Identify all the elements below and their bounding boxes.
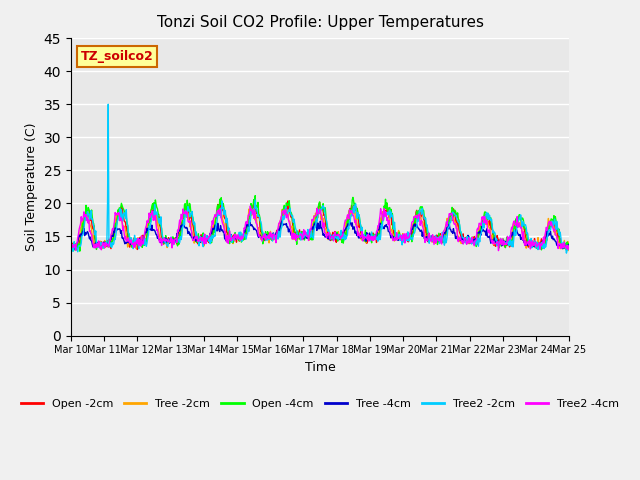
Open -2cm xyxy=(563,247,570,253)
Open -2cm xyxy=(284,198,292,204)
Open -2cm xyxy=(178,221,186,227)
Tree -2cm xyxy=(317,205,324,211)
Tree2 -4cm xyxy=(381,214,388,219)
Tree2 -4cm xyxy=(76,224,84,229)
Line: Tree -4cm: Tree -4cm xyxy=(71,221,569,250)
Y-axis label: Soil Temperature (C): Soil Temperature (C) xyxy=(25,122,38,251)
Tree2 -2cm xyxy=(563,250,570,256)
Tree -2cm xyxy=(178,213,186,219)
Tree2 -2cm xyxy=(67,242,75,248)
Open -2cm xyxy=(565,240,573,246)
Open -2cm xyxy=(127,240,135,245)
Open -4cm xyxy=(77,238,84,243)
Tree2 -2cm xyxy=(128,237,136,242)
Open -4cm xyxy=(128,244,136,250)
Open -2cm xyxy=(76,240,84,245)
Tree2 -4cm xyxy=(495,248,502,253)
Tree2 -4cm xyxy=(178,212,186,217)
Open -2cm xyxy=(396,230,403,236)
Tree -4cm xyxy=(205,235,212,240)
Tree -4cm xyxy=(179,221,186,227)
Open -4cm xyxy=(565,245,573,251)
Tree -4cm xyxy=(67,245,75,251)
Tree2 -4cm xyxy=(396,236,403,241)
Tree -4cm xyxy=(77,232,84,238)
Line: Open -2cm: Open -2cm xyxy=(71,201,569,250)
Tree -4cm xyxy=(565,244,573,250)
Tree -2cm xyxy=(76,232,84,238)
Tree2 -4cm xyxy=(246,203,254,209)
Line: Open -4cm: Open -4cm xyxy=(71,196,569,251)
Tree -2cm xyxy=(67,241,75,247)
X-axis label: Time: Time xyxy=(305,361,335,374)
Tree2 -2cm xyxy=(396,232,403,238)
Tree2 -2cm xyxy=(565,244,573,250)
Tree2 -4cm xyxy=(204,236,212,242)
Tree -2cm xyxy=(381,209,388,215)
Tree -4cm xyxy=(72,247,79,252)
Tree2 -2cm xyxy=(179,226,186,231)
Open -4cm xyxy=(396,235,404,240)
Open -2cm xyxy=(381,208,388,214)
Tree -4cm xyxy=(396,234,404,240)
Tree2 -2cm xyxy=(104,101,112,107)
Open -4cm xyxy=(67,243,75,249)
Tree -2cm xyxy=(204,234,212,240)
Tree -4cm xyxy=(381,224,389,229)
Open -2cm xyxy=(204,238,212,243)
Open -2cm xyxy=(67,243,75,249)
Tree2 -2cm xyxy=(381,210,388,216)
Tree -4cm xyxy=(317,218,324,224)
Open -4cm xyxy=(381,196,389,202)
Open -4cm xyxy=(205,238,212,243)
Tree -2cm xyxy=(565,248,573,253)
Line: Tree2 -4cm: Tree2 -4cm xyxy=(71,206,569,251)
Legend: Open -2cm, Tree -2cm, Open -4cm, Tree -4cm, Tree2 -2cm, Tree2 -4cm: Open -2cm, Tree -2cm, Open -4cm, Tree -4… xyxy=(16,395,624,414)
Tree2 -4cm xyxy=(67,245,75,251)
Tree -2cm xyxy=(396,233,403,239)
Tree2 -2cm xyxy=(76,243,84,249)
Line: Tree2 -2cm: Tree2 -2cm xyxy=(71,104,569,253)
Title: Tonzi Soil CO2 Profile: Upper Temperatures: Tonzi Soil CO2 Profile: Upper Temperatur… xyxy=(157,15,483,30)
Open -4cm xyxy=(179,219,186,225)
Open -4cm xyxy=(252,193,259,199)
Tree2 -2cm xyxy=(205,238,212,244)
Tree2 -4cm xyxy=(565,243,573,249)
Text: TZ_soilco2: TZ_soilco2 xyxy=(81,50,154,63)
Tree -4cm xyxy=(128,241,136,247)
Open -4cm xyxy=(76,248,84,254)
Line: Tree -2cm: Tree -2cm xyxy=(71,208,569,251)
Tree2 -4cm xyxy=(127,237,135,243)
Tree -2cm xyxy=(127,241,135,247)
